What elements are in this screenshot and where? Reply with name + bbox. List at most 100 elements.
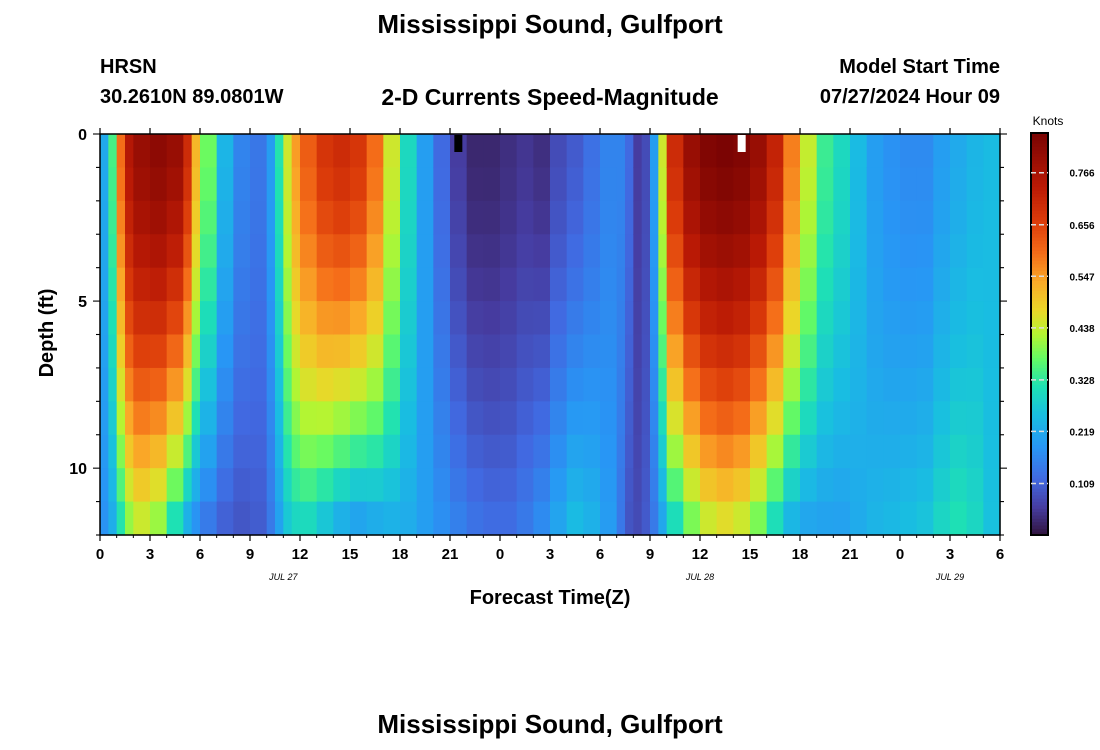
colorbar-step — [1031, 350, 1048, 355]
heatmap-cell — [625, 401, 634, 436]
colorbar-step — [1031, 246, 1048, 251]
heatmap-cell — [550, 134, 568, 169]
heatmap-cell — [533, 134, 551, 169]
heatmap-cell — [566, 367, 584, 402]
heatmap-cell — [108, 267, 118, 302]
heatmap-cell — [233, 401, 251, 436]
heatmap-cell — [983, 367, 1001, 402]
colorbar-step — [1031, 441, 1048, 446]
heatmap-cell — [983, 267, 1001, 302]
heatmap-cell — [900, 434, 918, 469]
heatmap-cell — [650, 234, 659, 269]
heatmap-cell — [183, 434, 193, 469]
heatmap-cell — [666, 434, 684, 469]
heatmap-cell — [650, 134, 659, 169]
heatmap-cell — [333, 401, 351, 436]
heatmap-cell — [483, 267, 501, 302]
colorbar-step — [1031, 159, 1048, 164]
heatmap-cell — [166, 134, 184, 169]
heatmap-cell — [850, 501, 868, 536]
heatmap-cell — [166, 401, 184, 436]
heatmap-cell — [266, 501, 276, 536]
colorbar-tick-label: 0.219 — [1069, 427, 1094, 438]
colorbar-step — [1031, 401, 1048, 405]
heatmap-cell — [233, 468, 251, 503]
heatmap-cell — [850, 301, 868, 336]
heatmap-cell — [733, 401, 751, 436]
heatmap-cell — [933, 434, 951, 469]
y-tick-label: 0 — [78, 127, 87, 144]
heatmap-cell — [883, 234, 901, 269]
heatmap-cell — [133, 468, 151, 503]
heatmap-cell — [216, 434, 234, 469]
heatmap-cell — [483, 234, 501, 269]
heatmap-cell — [933, 267, 951, 302]
colorbar-step — [1031, 179, 1048, 184]
heatmap-cell — [250, 301, 268, 336]
heatmap-cell — [116, 468, 126, 503]
heatmap-cell — [600, 501, 618, 536]
colorbar-step — [1031, 189, 1048, 194]
heatmap-cell — [383, 134, 401, 169]
heatmap-cell — [900, 501, 918, 536]
heatmap-cell — [366, 234, 384, 269]
colorbar-step — [1031, 186, 1048, 191]
heatmap-cell — [500, 301, 518, 336]
heatmap-cell — [850, 167, 868, 202]
heatmap-cell — [950, 234, 968, 269]
heatmap-cell — [200, 301, 218, 336]
heatmap-cell — [641, 267, 651, 302]
heatmap-cell — [950, 167, 968, 202]
heatmap-cell — [966, 200, 984, 235]
heatmap-cell — [233, 334, 251, 369]
heatmap-cell — [933, 334, 951, 369]
heatmap-cell — [916, 501, 934, 536]
heatmap-cell — [716, 234, 734, 269]
heatmap-cell — [166, 501, 184, 536]
heatmap-cell — [966, 401, 984, 436]
heatmap-cell — [700, 434, 718, 469]
heatmap-cell — [566, 234, 584, 269]
heatmap-cell — [866, 167, 884, 202]
heatmap-cell — [483, 434, 501, 469]
heatmap-cell — [416, 434, 434, 469]
heatmap-cell — [183, 334, 193, 369]
heatmap-cell — [625, 334, 634, 369]
heatmap-cell — [983, 468, 1001, 503]
heatmap-cell — [750, 301, 768, 336]
heatmap-cell — [366, 334, 384, 369]
heatmap-cell — [133, 501, 151, 536]
heatmap-cell — [933, 468, 951, 503]
heatmap-cell — [583, 501, 601, 536]
colorbar-step — [1031, 143, 1048, 147]
colorbar-step — [1031, 518, 1048, 523]
heatmap-cell — [883, 200, 901, 235]
heatmap-cell — [816, 501, 834, 536]
heatmap-cell — [983, 434, 1001, 469]
heatmap-cell — [250, 167, 268, 202]
heatmap-cell — [116, 434, 126, 469]
heatmap-cell — [983, 134, 1001, 169]
heatmap-cell — [683, 267, 701, 302]
heatmap-cell — [966, 468, 984, 503]
heatmap-cell — [666, 267, 684, 302]
heatmap-cell — [166, 234, 184, 269]
colorbar-step — [1031, 447, 1048, 452]
heatmap-cell — [350, 167, 368, 202]
heatmap-cell — [700, 200, 718, 235]
heatmap-cell — [866, 434, 884, 469]
heatmap-cell — [883, 434, 901, 469]
heatmap-cell — [833, 267, 851, 302]
heatmap-cell — [283, 501, 293, 536]
heatmap-cell — [833, 367, 851, 402]
heatmap-cell — [600, 234, 618, 269]
heatmap-cell — [950, 134, 968, 169]
heatmap-cell — [350, 334, 368, 369]
heatmap-cell — [583, 167, 601, 202]
heatmap-cell — [316, 167, 334, 202]
heatmap-cell — [633, 200, 643, 235]
x-tick-label: 0 — [496, 546, 504, 563]
heatmap-cell — [383, 468, 401, 503]
colorbar-step — [1031, 300, 1048, 305]
heatmap-cell — [700, 134, 718, 169]
